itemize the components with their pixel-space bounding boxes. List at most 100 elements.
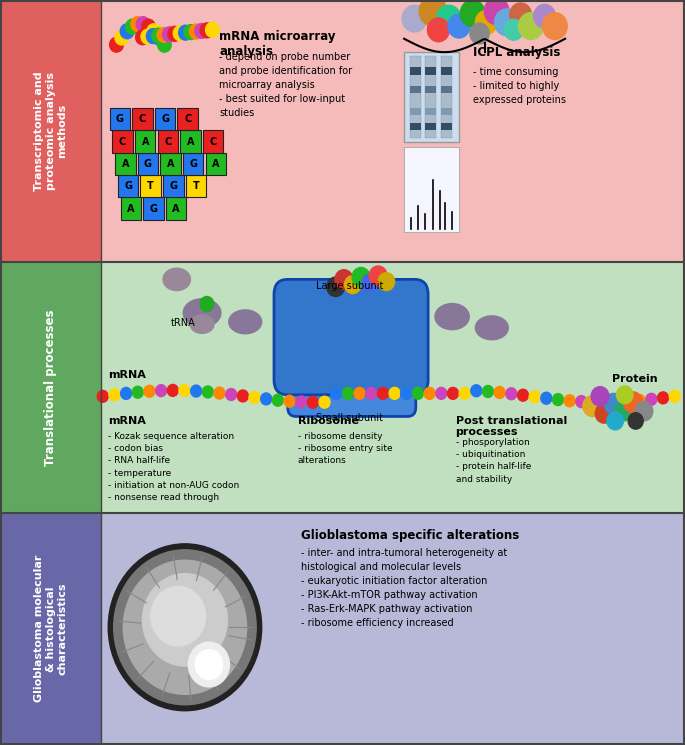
- FancyBboxPatch shape: [410, 123, 421, 130]
- Circle shape: [530, 391, 540, 403]
- Circle shape: [595, 404, 613, 423]
- Text: C: C: [184, 114, 191, 124]
- Circle shape: [401, 387, 412, 399]
- Circle shape: [447, 387, 458, 399]
- Circle shape: [147, 28, 160, 43]
- Circle shape: [623, 392, 643, 413]
- FancyBboxPatch shape: [180, 130, 201, 153]
- Circle shape: [158, 37, 171, 52]
- Circle shape: [591, 387, 609, 406]
- Circle shape: [646, 393, 657, 405]
- Circle shape: [607, 412, 623, 430]
- Text: A: A: [167, 159, 174, 169]
- Circle shape: [173, 26, 187, 41]
- Circle shape: [658, 392, 669, 404]
- Text: Translational processes: Translational processes: [45, 309, 57, 466]
- Text: Large subunit: Large subunit: [316, 281, 383, 291]
- Text: C: C: [119, 136, 126, 147]
- FancyBboxPatch shape: [158, 130, 178, 153]
- FancyBboxPatch shape: [0, 513, 101, 745]
- Circle shape: [484, 0, 509, 25]
- Circle shape: [504, 19, 523, 40]
- Text: mRNA: mRNA: [108, 416, 146, 425]
- Circle shape: [354, 387, 365, 399]
- FancyBboxPatch shape: [441, 56, 452, 138]
- Circle shape: [155, 384, 166, 396]
- Text: Protein: Protein: [612, 374, 658, 384]
- Circle shape: [296, 396, 307, 408]
- Circle shape: [179, 25, 192, 40]
- Text: Ribosome: Ribosome: [298, 416, 359, 425]
- FancyBboxPatch shape: [101, 0, 685, 262]
- Circle shape: [152, 30, 166, 45]
- Circle shape: [214, 387, 225, 399]
- FancyBboxPatch shape: [274, 279, 428, 395]
- Circle shape: [342, 387, 353, 399]
- Text: G: G: [169, 181, 177, 191]
- Circle shape: [389, 387, 400, 399]
- Circle shape: [419, 0, 447, 26]
- Circle shape: [115, 30, 129, 45]
- Text: A: A: [212, 159, 219, 169]
- Text: Small subunit: Small subunit: [316, 413, 383, 423]
- Circle shape: [543, 13, 567, 39]
- FancyBboxPatch shape: [441, 123, 452, 130]
- Text: - time consuming
- limited to highly
expressed proteins: - time consuming - limited to highly exp…: [473, 67, 566, 105]
- Circle shape: [206, 22, 219, 37]
- FancyBboxPatch shape: [160, 153, 181, 175]
- Circle shape: [261, 393, 272, 405]
- Circle shape: [482, 385, 493, 397]
- Circle shape: [564, 395, 575, 407]
- Circle shape: [604, 393, 623, 414]
- Text: A: A: [173, 203, 179, 214]
- FancyBboxPatch shape: [404, 52, 459, 142]
- Circle shape: [377, 387, 388, 399]
- Circle shape: [195, 650, 223, 679]
- Circle shape: [142, 574, 227, 666]
- FancyBboxPatch shape: [206, 153, 226, 175]
- Text: - depend on probe number
and probe identification for
microarray analysis
- best: - depend on probe number and probe ident…: [219, 52, 352, 118]
- Circle shape: [202, 386, 213, 398]
- Circle shape: [460, 0, 485, 27]
- Circle shape: [327, 277, 345, 297]
- Ellipse shape: [229, 310, 262, 334]
- Circle shape: [623, 396, 634, 408]
- Ellipse shape: [435, 304, 469, 330]
- Text: G: G: [144, 159, 152, 169]
- Circle shape: [471, 384, 482, 396]
- Text: mRNA microarray
analysis: mRNA microarray analysis: [219, 30, 336, 58]
- Circle shape: [506, 388, 516, 400]
- Text: C: C: [164, 136, 171, 147]
- Ellipse shape: [183, 299, 221, 327]
- FancyBboxPatch shape: [425, 86, 436, 93]
- Circle shape: [611, 396, 622, 408]
- Text: Transcriptomic and
proteomic analysis
methods: Transcriptomic and proteomic analysis me…: [34, 72, 67, 191]
- FancyBboxPatch shape: [410, 108, 421, 115]
- FancyBboxPatch shape: [0, 262, 101, 513]
- Circle shape: [541, 393, 552, 405]
- Circle shape: [352, 267, 370, 287]
- FancyBboxPatch shape: [425, 67, 436, 74]
- Circle shape: [151, 586, 205, 646]
- Circle shape: [319, 396, 330, 408]
- Text: A: A: [142, 136, 149, 147]
- FancyBboxPatch shape: [177, 108, 198, 130]
- Circle shape: [157, 28, 171, 42]
- FancyBboxPatch shape: [425, 123, 436, 130]
- Circle shape: [162, 27, 176, 42]
- Text: G: G: [116, 114, 124, 124]
- Circle shape: [200, 23, 214, 38]
- Circle shape: [362, 274, 378, 292]
- FancyBboxPatch shape: [441, 67, 452, 74]
- FancyBboxPatch shape: [288, 365, 416, 416]
- Ellipse shape: [475, 316, 508, 340]
- Ellipse shape: [163, 268, 190, 291]
- Circle shape: [517, 389, 528, 401]
- FancyBboxPatch shape: [135, 130, 155, 153]
- Ellipse shape: [190, 315, 214, 334]
- FancyBboxPatch shape: [143, 197, 164, 220]
- Circle shape: [141, 29, 155, 44]
- Circle shape: [144, 385, 155, 397]
- Circle shape: [273, 394, 284, 406]
- Circle shape: [424, 387, 435, 399]
